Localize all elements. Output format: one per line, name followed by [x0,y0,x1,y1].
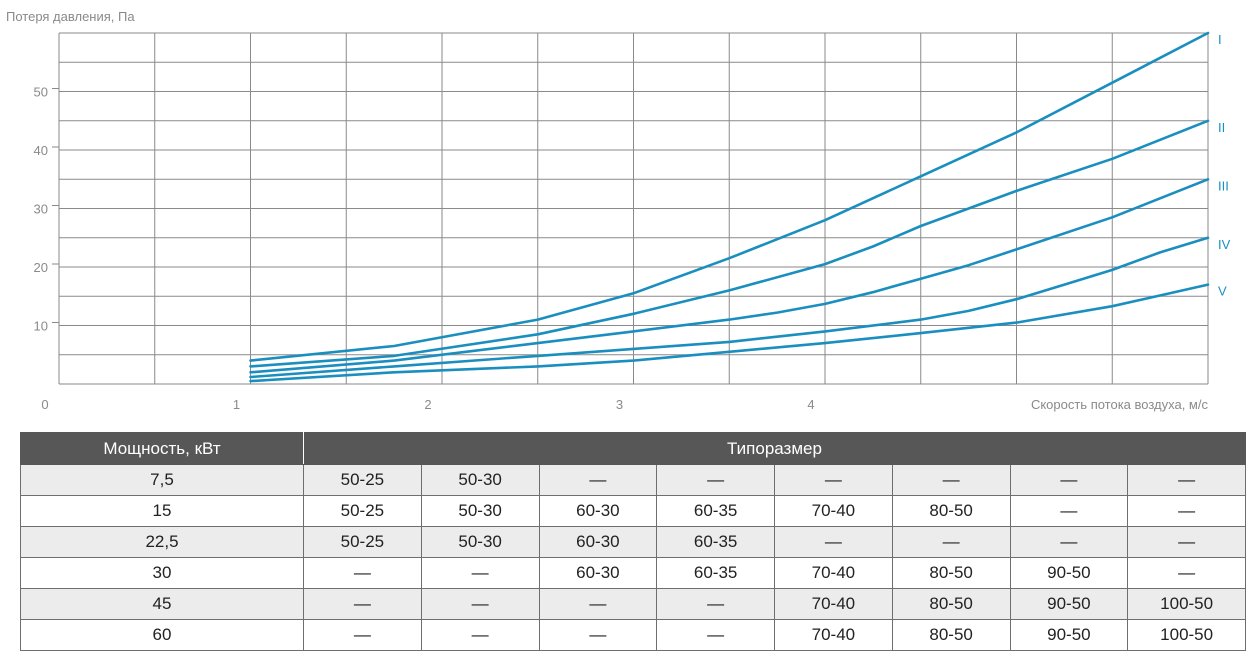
size-cell: — [656,464,775,496]
size-cell: 80-50 [891,557,1011,589]
size-cell: — [303,557,422,589]
size-cell: 50-30 [420,526,540,558]
series-label-ii: II [1218,120,1225,135]
size-cell: 50-30 [420,464,540,496]
series-line-iv [249,236,1210,379]
series-label-iii: III [1218,178,1229,193]
power-cell: 30 [20,557,304,589]
series-line-v [249,283,1210,383]
x-tick-label: 4 [807,397,814,412]
size-cell: 50-25 [303,495,422,527]
power-column-header: Мощность, кВт [20,432,304,465]
series-line-i [249,31,1210,362]
size-cell: 60-35 [656,557,775,589]
size-cell: 80-50 [891,619,1011,651]
size-cell: — [538,619,658,651]
size-cell: 70-40 [774,495,893,527]
size-cell: — [1127,557,1246,589]
series-line-iii [249,178,1210,374]
size-cell: 60-30 [538,526,658,558]
x-tick-label: 3 [616,397,623,412]
series-line-ii [249,119,1210,368]
table-row: 15 50-25 50-30 60-30 60-35 70-40 80-50— — [20,495,1246,527]
y-tick-label: 30 [34,202,48,217]
table-row: 22,5 50-25 50-30 60-30 60-35— — — — [20,526,1246,558]
power-cell: 45 [20,588,304,620]
size-cell: 70-40 [774,557,893,589]
series-label-i: I [1218,32,1222,47]
size-cell: 60-30 [538,557,658,589]
size-cell: — [1009,526,1129,558]
model-size-table: Мощность, кВт Типоразмер 7,5 50-25 50-30— —… [20,432,1246,651]
size-cell: — [420,588,540,620]
size-cell: 90-50 [1009,588,1129,620]
size-cell: 100-50 [1127,588,1246,620]
size-cell: 60-35 [656,495,775,527]
chart-grid [58,32,1209,385]
power-cell: 60 [20,619,304,651]
size-cell: 80-50 [891,495,1011,527]
size-cell: — [774,464,893,496]
y-tick-label: 20 [34,260,48,275]
size-column-header: Типоразмер [303,432,1246,465]
size-cell: 50-25 [303,526,422,558]
size-cell: 50-25 [303,464,422,496]
size-cell: 100-50 [1127,619,1246,651]
y-tick-label: 50 [34,85,48,100]
y-tick-label: 40 [34,143,48,158]
power-cell: 22,5 [20,526,304,558]
size-cell: 70-40 [774,619,893,651]
series-label-iv: IV [1218,237,1231,252]
axis-ticks: 10 20 30 40 50 0 1 2 3 4 [34,85,815,413]
table-row: 45— — — —70-40 80-50 90-50 100-50 [20,588,1246,620]
size-cell: — [891,464,1011,496]
power-cell: 15 [20,495,304,527]
table-row: 7,5 50-25 50-30— — — — — — [20,464,1246,496]
size-cell: — [303,588,422,620]
size-cell: — [656,619,775,651]
power-cell: 7,5 [20,464,304,496]
x-axis-title: Скорость потока воздуха, м/с [1031,397,1209,412]
size-cell: — [1127,464,1246,496]
table-row: 60— — — —70-40 80-50 90-50 100-50 [20,619,1246,651]
size-cell: — [303,619,422,651]
size-cell: — [538,464,658,496]
size-cell: — [891,526,1011,558]
table-row: 30— —60-30 60-35 70-40 80-50 90-50— [20,557,1246,589]
size-cell: 80-50 [891,588,1011,620]
table-body: 7,5 50-25 50-30— — — — — —15 50-25 50-30 60-30 60-3… [20,464,1246,651]
size-cell: — [1127,526,1246,558]
size-cell: — [420,557,540,589]
size-cell: — [774,526,893,558]
size-cell: 60-35 [656,526,775,558]
y-tick-label: 10 [34,319,48,334]
size-cell: 50-30 [420,495,540,527]
size-cell: 90-50 [1009,619,1129,651]
size-cell: — [1127,495,1246,527]
size-cell: — [538,588,658,620]
size-cell: 70-40 [774,588,893,620]
y-axis-title: Потеря давления, Па [6,9,135,24]
series-lines [249,31,1210,383]
size-cell: 90-50 [1009,557,1129,589]
series-label-v: V [1218,284,1227,299]
size-cell: — [420,619,540,651]
size-cell: — [1009,464,1129,496]
x-tick-label: 2 [424,397,431,412]
x-tick-label: 1 [233,397,240,412]
size-cell: 60-30 [538,495,658,527]
table-header-row: Мощность, кВт Типоразмер [20,432,1246,465]
size-cell: — [656,588,775,620]
size-cell: — [1009,495,1129,527]
x-tick-label: 0 [41,397,48,412]
